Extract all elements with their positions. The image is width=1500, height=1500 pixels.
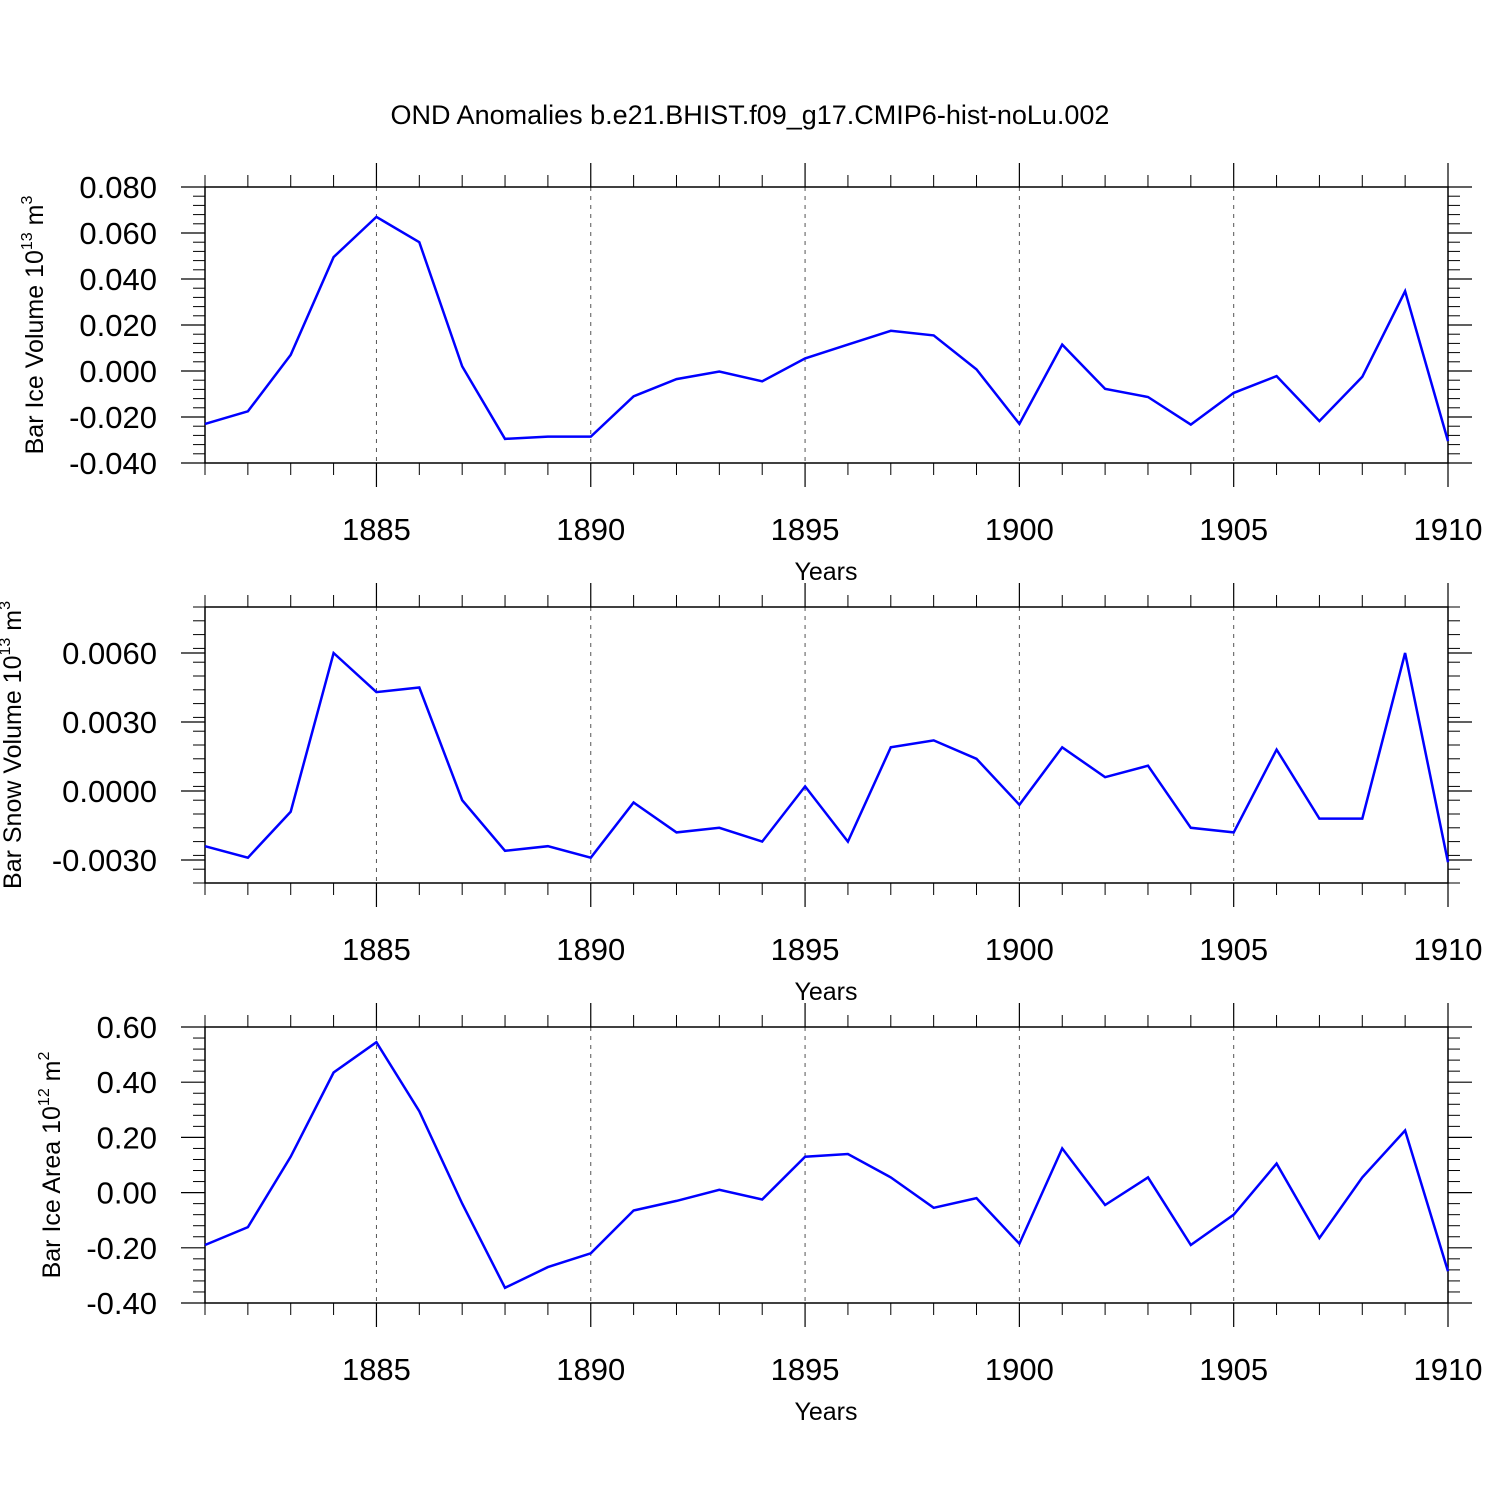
x-axis-title: Years — [794, 1398, 857, 1426]
y-tick-label: 0.20 — [97, 1120, 157, 1155]
y-tick-label: -0.020 — [69, 400, 157, 435]
y-tick-label: -0.40 — [86, 1286, 157, 1321]
x-tick-label: 1905 — [1199, 512, 1268, 547]
x-tick-label: 1885 — [342, 932, 411, 967]
x-axis-title: Years — [794, 558, 857, 586]
plot-frame — [204, 1026, 1449, 1304]
x-tick-label: 1890 — [556, 1352, 625, 1387]
x-tick-label: 1905 — [1199, 932, 1268, 967]
y-tick-label: -0.0030 — [52, 843, 157, 878]
y-axis-title: Bar Ice Volume 1013 m3 — [19, 196, 49, 455]
y-tick-label: 0.040 — [79, 262, 157, 297]
panel-ice-volume: 0.080 0.060 0.040 0.020 0.000 -0.020 -0.040 18… — [19, 163, 1482, 586]
chart-title: OND Anomalies b.e21.BHIST.f09_g17.CMIP6-… — [391, 100, 1110, 130]
y-tick-label: 0.00 — [97, 1176, 157, 1211]
series-line — [204, 1040, 1450, 1290]
y-tick-label: 0.060 — [79, 216, 157, 251]
panel-snow-volume: 0.0060 0.0030 0.0000 -0.0030 1885 1890 1895 19… — [0, 583, 1482, 1006]
y-tick-label: 0.000 — [79, 354, 157, 389]
y-axis-title: Bar Snow Volume 1013 m3 — [0, 601, 27, 889]
x-tick-label: 1900 — [985, 512, 1054, 547]
plot-frame — [204, 606, 1449, 884]
x-tick-label: 1905 — [1199, 1352, 1268, 1387]
x-tick-label: 1890 — [556, 512, 625, 547]
x-tick-label: 1885 — [342, 512, 411, 547]
y-tick-label: 0.0060 — [62, 636, 157, 671]
x-tick-label: 1900 — [985, 1352, 1054, 1387]
panel-ice-area: 0.60 0.40 0.20 0.00 -0.20 -0.40 1885 1890 1895 1… — [36, 1003, 1482, 1426]
series-line — [204, 215, 1450, 442]
plot-frame — [204, 186, 1449, 464]
x-tick-label: 1895 — [771, 1352, 840, 1387]
y-tick-label: -0.20 — [86, 1231, 157, 1266]
x-tick-label: 1910 — [1414, 1352, 1483, 1387]
x-tick-label: 1910 — [1414, 932, 1483, 967]
x-axis-title: Years — [794, 978, 857, 1006]
y-axis-title: Bar Ice Area 1012 m2 — [36, 1052, 66, 1279]
x-tick-label: 1890 — [556, 932, 625, 967]
x-tick-label: 1885 — [342, 1352, 411, 1387]
y-tick-label: 0.40 — [97, 1065, 157, 1100]
x-tick-label: 1895 — [771, 512, 840, 547]
x-tick-label: 1910 — [1414, 512, 1483, 547]
x-tick-label: 1900 — [985, 932, 1054, 967]
y-tick-label: 0.60 — [97, 1010, 157, 1045]
y-tick-label: 0.020 — [79, 308, 157, 343]
series-line — [204, 650, 1450, 863]
y-tick-label: -0.040 — [69, 446, 157, 481]
y-tick-label: 0.0030 — [62, 705, 157, 740]
x-tick-label: 1895 — [771, 932, 840, 967]
y-tick-label: 0.080 — [79, 170, 157, 205]
y-tick-label: 0.0000 — [62, 774, 157, 809]
